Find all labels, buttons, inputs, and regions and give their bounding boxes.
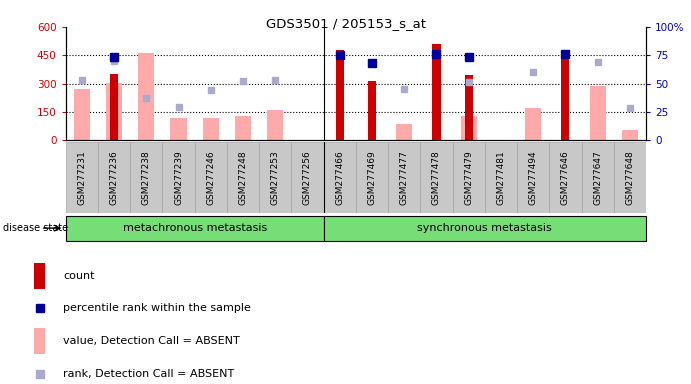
- Bar: [267, 110, 283, 140]
- Text: GSM277478: GSM277478: [432, 151, 441, 205]
- Bar: [195, 142, 227, 213]
- Text: GSM277648: GSM277648: [625, 151, 634, 205]
- Bar: [433, 44, 440, 140]
- Text: value, Detection Call = ABSENT: value, Detection Call = ABSENT: [63, 336, 240, 346]
- Bar: [34, 328, 46, 354]
- Bar: [66, 216, 323, 240]
- Bar: [461, 116, 477, 140]
- Bar: [420, 142, 453, 213]
- Text: rank, Detection Call = ABSENT: rank, Detection Call = ABSENT: [63, 369, 234, 379]
- Text: synchronous metastasis: synchronous metastasis: [417, 223, 552, 233]
- Bar: [622, 130, 638, 140]
- Text: GSM277481: GSM277481: [496, 151, 506, 205]
- Bar: [162, 142, 195, 213]
- Bar: [34, 263, 46, 289]
- Text: GSM277239: GSM277239: [174, 151, 183, 205]
- Bar: [323, 216, 646, 240]
- Bar: [525, 108, 541, 140]
- Bar: [323, 142, 356, 213]
- Text: metachronous metastasis: metachronous metastasis: [122, 223, 267, 233]
- Text: GSM277246: GSM277246: [206, 151, 216, 205]
- Bar: [74, 89, 90, 140]
- Bar: [259, 142, 292, 213]
- Text: GSM277238: GSM277238: [142, 151, 151, 205]
- Bar: [589, 86, 606, 140]
- Text: GSM277256: GSM277256: [303, 151, 312, 205]
- Text: GSM277248: GSM277248: [238, 151, 247, 205]
- Bar: [485, 142, 517, 213]
- Bar: [388, 142, 420, 213]
- Bar: [464, 75, 473, 140]
- Text: GSM277466: GSM277466: [335, 151, 344, 205]
- Bar: [106, 83, 122, 140]
- Bar: [549, 142, 582, 213]
- Bar: [235, 116, 251, 140]
- Text: GDS3501 / 205153_s_at: GDS3501 / 205153_s_at: [265, 17, 426, 30]
- Text: GSM277494: GSM277494: [529, 151, 538, 205]
- Bar: [561, 53, 569, 140]
- Bar: [582, 142, 614, 213]
- Text: GSM277477: GSM277477: [399, 151, 409, 205]
- Bar: [98, 142, 130, 213]
- Bar: [614, 142, 646, 213]
- Text: disease state: disease state: [3, 223, 68, 233]
- Bar: [202, 118, 219, 140]
- Bar: [396, 124, 413, 140]
- Bar: [227, 142, 259, 213]
- Bar: [171, 118, 187, 140]
- Bar: [66, 142, 98, 213]
- Bar: [336, 50, 343, 140]
- Text: GSM277253: GSM277253: [271, 151, 280, 205]
- Bar: [368, 81, 376, 140]
- Text: GSM277231: GSM277231: [77, 151, 86, 205]
- Bar: [453, 142, 485, 213]
- Bar: [110, 74, 118, 140]
- Bar: [517, 142, 549, 213]
- Text: GSM277469: GSM277469: [368, 151, 377, 205]
- Text: count: count: [63, 271, 95, 281]
- Bar: [292, 142, 323, 213]
- Text: GSM277646: GSM277646: [561, 151, 570, 205]
- Bar: [130, 142, 162, 213]
- Text: GSM277479: GSM277479: [464, 151, 473, 205]
- Bar: [138, 53, 154, 140]
- Text: percentile rank within the sample: percentile rank within the sample: [63, 303, 251, 313]
- Text: GSM277236: GSM277236: [109, 151, 119, 205]
- Bar: [356, 142, 388, 213]
- Text: GSM277647: GSM277647: [593, 151, 603, 205]
